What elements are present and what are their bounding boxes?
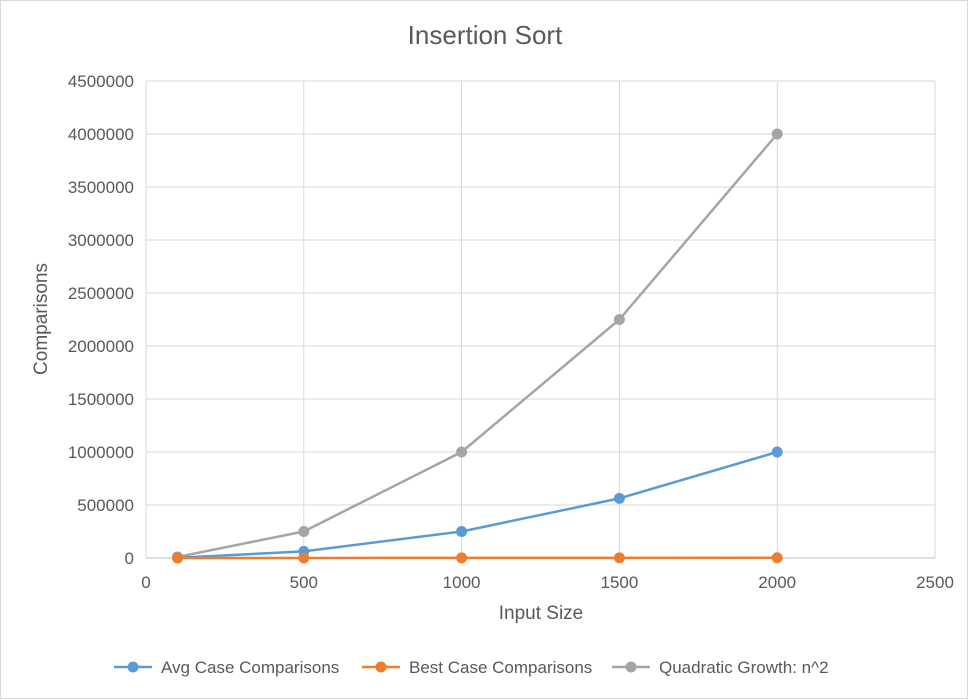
legend-label: Best Case Comparisons — [409, 658, 592, 677]
series-point-2 — [772, 129, 783, 140]
y-axis-title: Comparisons — [31, 263, 52, 375]
series-point-1 — [614, 552, 625, 563]
x-tick-label: 1000 — [443, 573, 481, 592]
legend-item-2: Quadratic Growth: n^2 — [612, 658, 829, 677]
x-tick-label: 500 — [290, 573, 318, 592]
legend-marker — [626, 662, 637, 673]
legend-marker — [128, 662, 139, 673]
chart-title: Insertion Sort — [408, 20, 563, 50]
y-tick-label: 3500000 — [68, 178, 134, 197]
series-point-1 — [298, 552, 309, 563]
y-tick-label: 0 — [125, 549, 134, 568]
series-point-2 — [614, 314, 625, 325]
legend-item-0: Avg Case Comparisons — [114, 658, 339, 677]
y-tick-label: 2000000 — [68, 337, 134, 356]
series-point-1 — [772, 552, 783, 563]
x-tick-label: 1500 — [600, 573, 638, 592]
legend-label: Avg Case Comparisons — [161, 658, 339, 677]
legend: Avg Case Comparisons Best Case Comparison… — [114, 658, 829, 677]
legend-marker — [376, 662, 387, 673]
y-tick-label: 3000000 — [68, 231, 134, 250]
series-point-2 — [456, 447, 467, 458]
y-tick-label: 2500000 — [68, 284, 134, 303]
x-tick-label: 2000 — [758, 573, 796, 592]
series-point-0 — [614, 493, 625, 504]
legend-label: Quadratic Growth: n^2 — [659, 658, 829, 677]
series-point-0 — [456, 526, 467, 537]
series-point-1 — [456, 552, 467, 563]
x-axis-title: Input Size — [499, 603, 584, 624]
y-tick-label: 4500000 — [68, 72, 134, 91]
series-point-2 — [298, 526, 309, 537]
x-tick-label: 2500 — [916, 573, 954, 592]
y-tick-label: 1000000 — [68, 443, 134, 462]
y-tick-label: 4000000 — [68, 125, 134, 144]
y-tick-label: 500000 — [77, 496, 134, 515]
series-line-2 — [178, 134, 778, 557]
legend-item-1: Best Case Comparisons — [362, 658, 592, 677]
grid-layer — [146, 81, 935, 558]
series-point-1 — [172, 552, 183, 563]
y-tick-label: 1500000 — [68, 390, 134, 409]
axis-layer: 0 500000 1000000 1500000 2000000 2500000 30000… — [68, 72, 954, 592]
series-point-0 — [772, 447, 783, 458]
x-tick-label: 0 — [141, 573, 150, 592]
